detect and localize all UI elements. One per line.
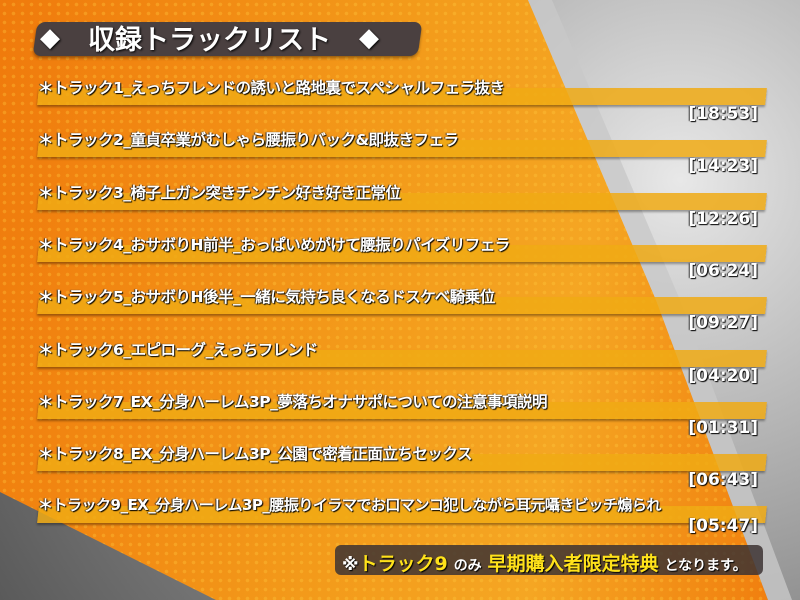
track-duration: [04:20] bbox=[688, 365, 758, 386]
track-row: ＊トラック4_おサボりH前半_おっぱいめがけて腰振りパイズリフェラ [06:24… bbox=[36, 235, 767, 287]
track-row: ＊トラック6_エピローグ_えっちフレンド [04:20] bbox=[36, 340, 767, 392]
note-mid: のみ bbox=[453, 558, 482, 574]
track-name: ＊トラック1_えっちフレンドの誘いと路地裏でスペシャルフェラ抜き bbox=[38, 79, 505, 97]
track-row: ＊トラック5_おサボりH後半_一緒に気持ち良くなるドスケベ騎乗位 [09:27] bbox=[36, 287, 767, 339]
note-suffix: となります。 bbox=[664, 558, 747, 574]
track-row: ＊トラック8_EX_分身ハーレム3P_公園で密着正面立ちセックス [06:43] bbox=[36, 444, 767, 496]
track-name: ＊トラック4_おサボりH前半_おっぱいめがけて腰振りパイズリフェラ bbox=[38, 235, 510, 254]
track-name: ＊トラック6_エピローグ_えっちフレンド bbox=[38, 340, 318, 359]
track-name: ＊トラック3_椅子上ガン突きチンチン好き好き正常位 bbox=[38, 183, 401, 202]
diamond-icon: ◆ bbox=[359, 22, 379, 53]
track-row: ＊トラック9_EX_分身ハーレム3P_腰振りイラマでお口マンコ犯しながら耳元囁き… bbox=[36, 496, 767, 548]
title-text: 収録トラックリスト bbox=[88, 25, 331, 56]
track-name: ＊トラック8_EX_分身ハーレム3P_公園で密着正面立ちセックス bbox=[38, 445, 472, 464]
track-name: ＊トラック7_EX_分身ハーレム3P_夢落ちオナサポについての注意事項説明 bbox=[38, 392, 547, 411]
note-track: トラック9 bbox=[358, 553, 448, 575]
track-duration: [06:24] bbox=[688, 260, 758, 281]
note-prefix: ※ bbox=[342, 555, 359, 575]
bonus-note: ※トラック9 のみ 早期購入者限定特典 となります。 bbox=[342, 549, 747, 576]
track-row: ＊トラック1_えっちフレンドの誘いと路地裏でスペシャルフェラ抜き [18:53] bbox=[36, 78, 767, 130]
track-row: ＊トラック3_椅子上ガン突きチンチン好き好き正常位 [12:26] bbox=[36, 183, 767, 235]
note-bonus: 早期購入者限定特典 bbox=[487, 553, 659, 575]
track-duration: [05:47] bbox=[688, 516, 758, 537]
track-row: ＊トラック2_童貞卒業がむしゃら腰振りバック&即抜きフェラ [14:23] bbox=[36, 130, 767, 182]
track-duration: [14:23] bbox=[688, 156, 758, 177]
track-duration: [09:27] bbox=[688, 313, 758, 334]
diamond-icon: ◆ bbox=[40, 22, 60, 53]
track-name: ＊トラック5_おサボりH後半_一緒に気持ち良くなるドスケベ騎乗位 bbox=[38, 288, 495, 307]
track-duration: [01:31] bbox=[688, 417, 758, 438]
note-banner bbox=[335, 545, 763, 575]
track-row: ＊トラック7_EX_分身ハーレム3P_夢落ちオナサポについての注意事項説明 [0… bbox=[36, 392, 767, 444]
track-duration: [12:26] bbox=[688, 208, 758, 229]
track-duration: [06:43] bbox=[688, 470, 758, 491]
track-name: ＊トラック2_童貞卒業がむしゃら腰振りバック&即抜きフェラ bbox=[38, 131, 459, 150]
title: ◆ 収録トラックリスト ◆ bbox=[40, 18, 379, 57]
track-name: ＊トラック9_EX_分身ハーレム3P_腰振りイラマでお口マンコ犯しながら耳元囁き… bbox=[38, 496, 661, 515]
track-duration: [18:53] bbox=[688, 104, 758, 124]
